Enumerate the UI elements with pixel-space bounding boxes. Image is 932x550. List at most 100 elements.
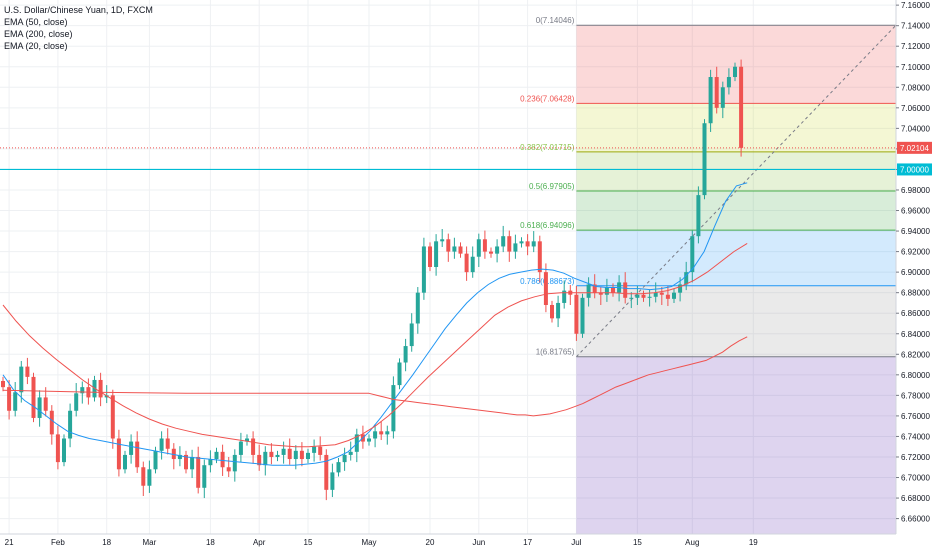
candle[interactable] [672, 288, 676, 303]
candle[interactable] [556, 295, 561, 328]
candle[interactable] [476, 233, 481, 267]
candle[interactable] [263, 446, 268, 476]
price-axis[interactable] [896, 0, 932, 550]
candle[interactable] [385, 425, 390, 445]
candle[interactable] [598, 287, 603, 305]
candle[interactable] [659, 287, 664, 305]
candle[interactable] [348, 441, 353, 461]
candle[interactable] [629, 292, 634, 309]
candle[interactable] [135, 431, 140, 473]
candle[interactable] [501, 225, 506, 253]
candle[interactable] [428, 242, 432, 272]
candle[interactable] [373, 424, 378, 448]
candle[interactable] [281, 441, 286, 464]
candle[interactable] [275, 450, 280, 462]
candle[interactable] [367, 434, 371, 446]
candle[interactable] [733, 62, 737, 82]
candle[interactable] [74, 383, 79, 417]
candle[interactable] [726, 68, 731, 95]
candle[interactable] [251, 431, 256, 464]
candle[interactable] [306, 448, 310, 464]
candle[interactable] [720, 81, 725, 119]
candle[interactable] [446, 233, 451, 262]
candle[interactable] [647, 289, 652, 307]
candle[interactable] [513, 234, 518, 259]
candle[interactable] [171, 443, 176, 470]
candle[interactable] [641, 290, 646, 302]
candle[interactable] [1, 376, 5, 392]
candle[interactable] [421, 237, 426, 300]
candle[interactable] [214, 447, 219, 464]
candle[interactable] [330, 463, 335, 498]
ema20-line[interactable] [2, 182, 748, 466]
candle[interactable] [531, 231, 536, 253]
candle[interactable] [147, 460, 152, 493]
candle[interactable] [208, 450, 213, 473]
candle[interactable] [665, 285, 670, 307]
candle[interactable] [586, 277, 591, 307]
candle[interactable] [269, 443, 274, 465]
candle[interactable] [397, 358, 402, 390]
candle[interactable] [245, 434, 249, 446]
candle[interactable] [690, 230, 695, 283]
candle[interactable] [434, 234, 439, 276]
candle[interactable] [562, 280, 567, 309]
candle[interactable] [550, 300, 554, 323]
candle[interactable] [714, 66, 719, 114]
candle[interactable] [635, 285, 640, 305]
candle[interactable] [470, 246, 475, 278]
candle[interactable] [495, 239, 500, 263]
candle[interactable] [31, 372, 36, 423]
candle[interactable] [391, 376, 396, 439]
candle[interactable] [489, 247, 493, 258]
candle[interactable] [184, 450, 188, 474]
candle[interactable] [568, 284, 573, 305]
candle[interactable] [202, 459, 207, 499]
candle[interactable] [86, 378, 91, 405]
candle[interactable] [702, 119, 707, 200]
candle[interactable] [7, 379, 12, 420]
candle[interactable] [55, 425, 60, 470]
ema200-line-left[interactable] [2, 389, 369, 394]
candle[interactable] [482, 230, 487, 259]
candle[interactable] [299, 442, 304, 467]
candle[interactable] [37, 390, 42, 427]
candle[interactable] [232, 449, 237, 482]
candle[interactable] [43, 387, 48, 417]
ema50-line[interactable] [2, 242, 748, 448]
candle[interactable] [80, 381, 85, 404]
candle[interactable] [226, 456, 231, 478]
candle[interactable] [696, 186, 701, 244]
candle[interactable] [507, 230, 512, 262]
candle[interactable] [525, 234, 530, 256]
candle[interactable] [464, 246, 469, 281]
candle[interactable] [342, 447, 347, 471]
candle[interactable] [165, 428, 170, 455]
candle[interactable] [415, 287, 420, 334]
candle[interactable] [574, 285, 579, 341]
time-axis[interactable] [0, 534, 932, 550]
candle[interactable] [159, 431, 164, 460]
candle[interactable] [708, 69, 713, 132]
candle[interactable] [98, 372, 103, 407]
candle[interactable] [312, 439, 317, 462]
candle[interactable] [19, 360, 24, 403]
fibonacci-retracement[interactable]: 0(7.14046) 0.236(7.06428) 0.382(7.01715) 0.… [520, 16, 897, 534]
candle[interactable] [379, 421, 384, 441]
candle[interactable] [62, 434, 66, 467]
candle[interactable] [403, 338, 408, 372]
candle[interactable] [104, 385, 109, 404]
fib-trend-line[interactable] [576, 24, 897, 358]
candle[interactable] [116, 429, 121, 477]
candle[interactable] [68, 403, 73, 448]
candle[interactable] [190, 449, 195, 479]
candle[interactable] [543, 263, 548, 313]
candle[interactable] [318, 436, 323, 461]
candle[interactable] [141, 461, 146, 497]
candle[interactable] [123, 450, 127, 474]
candle[interactable] [196, 446, 201, 494]
candle[interactable] [25, 357, 30, 385]
candle[interactable] [440, 229, 445, 247]
candle[interactable] [409, 313, 414, 352]
